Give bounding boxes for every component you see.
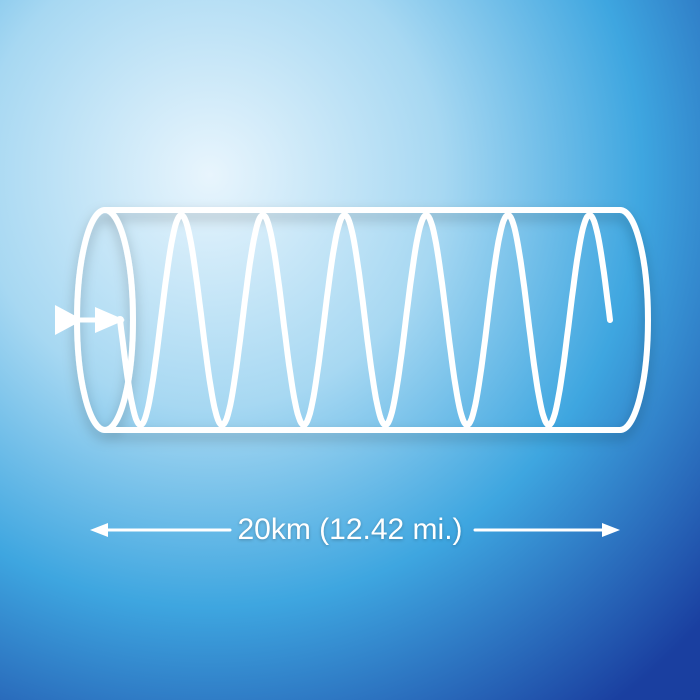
diagram-canvas: 20km (12.42 mi.) <box>0 0 700 700</box>
dimension-label: 20km (12.42 mi.) <box>237 513 462 547</box>
diagram-svg <box>0 0 700 700</box>
background <box>0 0 700 700</box>
